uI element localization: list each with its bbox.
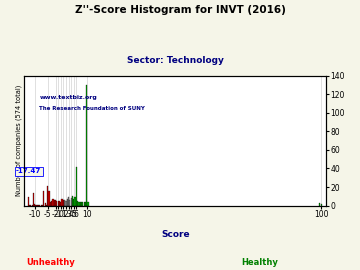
Text: The Research Foundation of SUNY: The Research Foundation of SUNY — [39, 106, 145, 111]
Bar — [87, 202, 89, 205]
Bar — [63, 200, 64, 205]
Bar — [45, 203, 46, 205]
Bar — [56, 201, 57, 205]
Bar — [49, 191, 50, 205]
Bar — [68, 197, 69, 205]
Bar — [28, 197, 29, 205]
Bar — [78, 202, 80, 205]
Bar — [72, 196, 73, 205]
Bar — [54, 200, 55, 205]
Bar — [67, 199, 68, 205]
Text: www.textbiz.org: www.textbiz.org — [39, 95, 97, 100]
Bar — [66, 201, 67, 205]
Bar — [50, 202, 51, 205]
Bar — [81, 202, 82, 205]
Bar — [80, 202, 81, 205]
Bar — [86, 85, 87, 205]
Bar — [43, 191, 44, 205]
Bar — [82, 202, 84, 205]
Bar — [58, 201, 59, 205]
Bar — [76, 167, 77, 205]
Y-axis label: Number of companies (574 total): Number of companies (574 total) — [15, 85, 22, 196]
Text: Z''-Score Histogram for INVT (2016): Z''-Score Histogram for INVT (2016) — [75, 5, 285, 15]
Text: Healthy: Healthy — [241, 258, 278, 266]
Bar — [64, 200, 65, 205]
Bar — [59, 201, 60, 205]
Bar — [320, 204, 322, 205]
Bar — [319, 203, 320, 205]
Bar — [34, 204, 35, 205]
Text: Sector: Technology: Sector: Technology — [127, 56, 224, 65]
Bar — [33, 194, 34, 205]
Bar — [69, 200, 71, 205]
Bar — [85, 202, 86, 205]
Bar — [52, 199, 54, 205]
Bar — [47, 186, 48, 205]
Bar — [75, 197, 76, 205]
Bar — [73, 199, 74, 205]
Bar — [60, 202, 61, 205]
Bar — [51, 201, 52, 205]
Bar — [62, 199, 63, 205]
X-axis label: Score: Score — [161, 230, 190, 239]
Bar — [55, 200, 56, 205]
Text: Unhealthy: Unhealthy — [26, 258, 75, 266]
Bar — [77, 201, 78, 205]
Bar — [84, 202, 85, 205]
Bar — [71, 198, 72, 205]
Text: -17.47: -17.47 — [16, 168, 41, 174]
